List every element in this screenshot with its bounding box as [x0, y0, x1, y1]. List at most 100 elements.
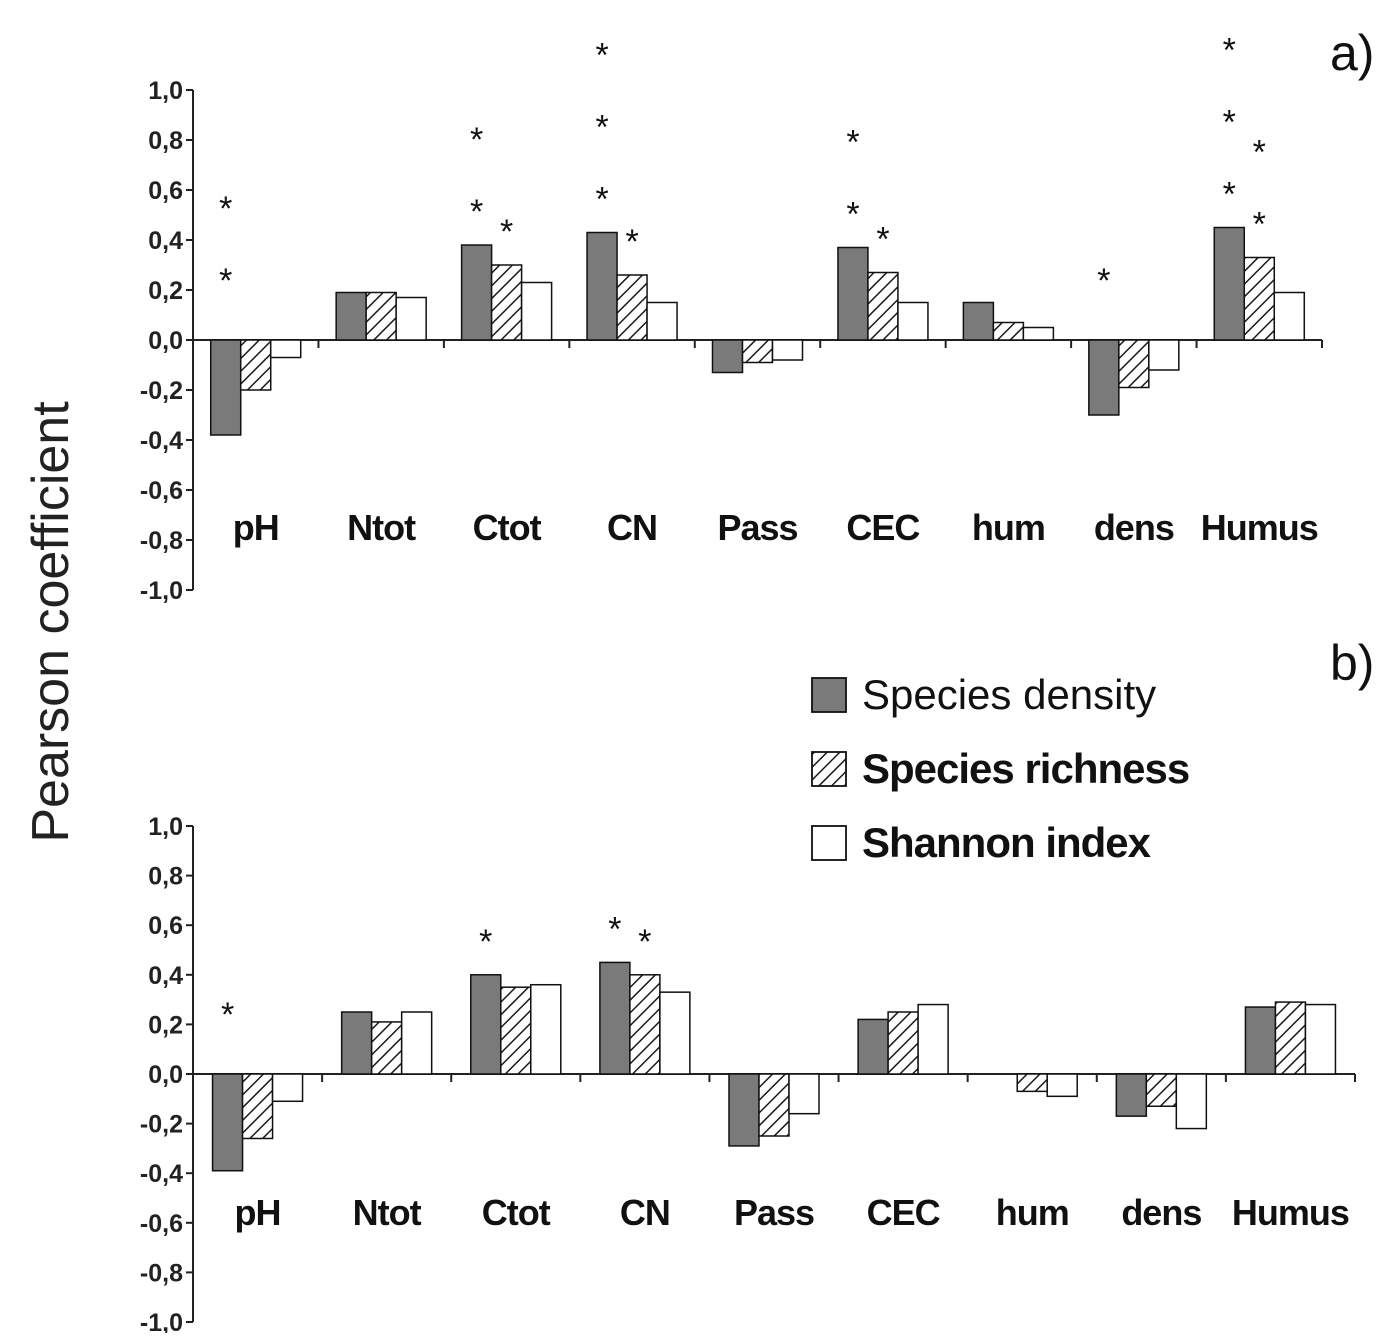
- bar: [1175, 1073, 1208, 1130]
- bar: [470, 974, 502, 1075]
- bar: [460, 244, 493, 341]
- significance-star: *: [1253, 206, 1266, 244]
- legend-label: Shannon index: [862, 819, 1152, 866]
- y-tick-label: -0,2: [140, 377, 183, 405]
- y-tick-label: 0,4: [148, 962, 183, 990]
- bar: [1244, 1006, 1277, 1075]
- y-tick-label: 1,0: [148, 813, 183, 841]
- y-tick-label: -0,6: [140, 477, 183, 505]
- panel-a: 1,0 0,8 0,6 0,4 0,2 0,0 -0,2 -0,4 -0,6 -0,8 -1,0 pH…: [140, 25, 1375, 605]
- bar: [1273, 291, 1306, 341]
- significance-star: *: [1223, 32, 1236, 70]
- significance-star: *: [595, 37, 608, 75]
- bar: [370, 1021, 403, 1075]
- bar: [520, 281, 553, 341]
- x-tick-label: Pass: [734, 1192, 814, 1233]
- bar: [1243, 256, 1276, 341]
- y-tick-label: -1,0: [140, 577, 183, 605]
- bar: [490, 264, 523, 341]
- x-tick-label: Humus: [1201, 507, 1318, 548]
- bar: [239, 339, 272, 391]
- legend-swatch: [811, 677, 847, 713]
- y-tick-label: -0,4: [140, 427, 183, 455]
- bar: [992, 321, 1025, 341]
- significance-star: *: [500, 213, 513, 251]
- bar: [897, 301, 929, 341]
- x-tick-label: Ctot: [482, 1192, 551, 1233]
- bar: [616, 274, 648, 341]
- bar: [400, 1011, 433, 1075]
- bar: [659, 991, 691, 1075]
- significance-star: *: [846, 124, 859, 162]
- y-tick-label: -0,8: [140, 1259, 183, 1287]
- y-tick-label: -0,4: [140, 1160, 183, 1188]
- bar: [837, 246, 869, 341]
- bar: [271, 1073, 304, 1103]
- significance-star: *: [470, 193, 483, 231]
- y-tick-label: 0,0: [148, 1061, 183, 1089]
- bar: [758, 1073, 790, 1137]
- bar: [1022, 326, 1055, 341]
- significance-star: *: [219, 190, 232, 228]
- legend: Species density Species richness Shannon i…: [811, 671, 1190, 866]
- bar: [599, 961, 631, 1075]
- y-tick-label: -1,0: [140, 1309, 183, 1333]
- bar: [728, 1073, 760, 1147]
- y-tick-label: 0,8: [148, 127, 183, 155]
- bar: [1145, 1073, 1178, 1107]
- bar: [586, 231, 618, 341]
- bar: [1213, 226, 1246, 341]
- bar: [1115, 1073, 1148, 1117]
- x-tick-label: Ntot: [353, 1192, 422, 1233]
- x-tick-label: pH: [233, 507, 279, 548]
- bar: [269, 339, 302, 359]
- significance-star: *: [1223, 176, 1236, 214]
- x-tick-label: Ctot: [473, 507, 542, 548]
- y-tick-label: -0,6: [140, 1210, 183, 1238]
- y-tick-label: 0,6: [148, 177, 183, 205]
- bar: [1088, 339, 1120, 416]
- bar: [530, 983, 562, 1075]
- bar: [857, 1018, 889, 1075]
- x-tick-label: Pass: [717, 507, 797, 548]
- panel-label: a): [1330, 25, 1374, 81]
- bar: [646, 301, 678, 341]
- bar: [211, 1073, 244, 1172]
- significance-star: *: [470, 121, 483, 159]
- bar: [335, 291, 367, 341]
- bar: [629, 974, 661, 1075]
- x-tick-label: hum: [972, 507, 1045, 548]
- bar: [1118, 339, 1150, 389]
- x-tick-label: CEC: [867, 1192, 941, 1233]
- x-tick-label: pH: [235, 1192, 281, 1233]
- significance-star: *: [638, 923, 651, 961]
- legend-label: Species density: [862, 671, 1156, 718]
- y-tick-label: 0,0: [148, 327, 183, 355]
- significance-star: *: [846, 196, 859, 234]
- y-tick-label: 1,0: [148, 77, 183, 105]
- x-tick-label: CN: [620, 1192, 670, 1233]
- bar: [1274, 1001, 1307, 1075]
- bar: [917, 1003, 949, 1075]
- significance-star: *: [479, 923, 492, 961]
- x-tick-label: Humus: [1232, 1192, 1349, 1233]
- bar: [867, 271, 899, 341]
- bar: [395, 296, 427, 341]
- significance-star: *: [1223, 104, 1236, 142]
- bar: [1016, 1073, 1048, 1093]
- bar: [887, 1011, 919, 1075]
- x-tick-label: CEC: [846, 507, 920, 548]
- significance-star: *: [219, 262, 232, 300]
- x-tick-label: hum: [996, 1192, 1069, 1233]
- x-tick-label: dens: [1094, 507, 1174, 548]
- bar: [365, 291, 397, 341]
- legend-label: Species richness: [862, 745, 1189, 792]
- x-tick-label: Ntot: [347, 507, 416, 548]
- y-tick-label: 0,8: [148, 863, 183, 891]
- bar: [241, 1073, 274, 1140]
- y-tick-label: 0,6: [148, 912, 183, 940]
- y-tick-label: 0,4: [148, 227, 183, 255]
- bar: [741, 339, 774, 364]
